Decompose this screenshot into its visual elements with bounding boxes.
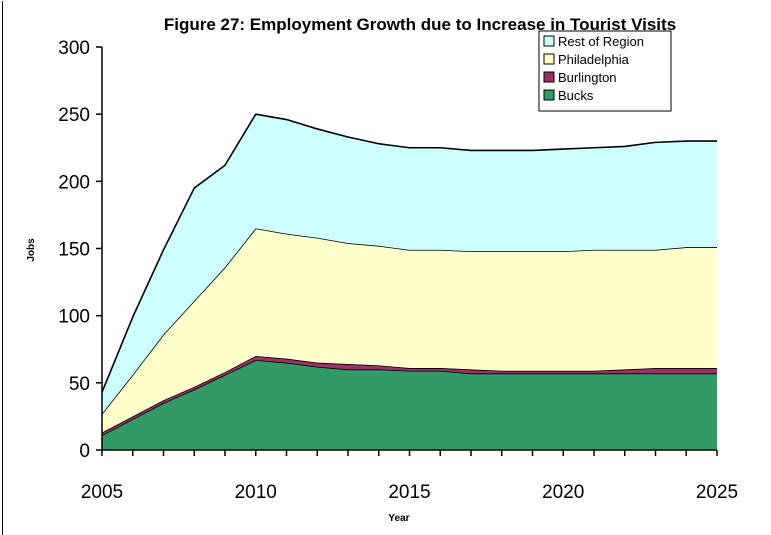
y-tick-label: 100 — [58, 307, 90, 328]
legend-label: Rest of Region — [558, 34, 644, 49]
x-ticks: 2005 2010 2015 2020 2025 — [81, 450, 738, 503]
y-tick-label: 300 — [58, 38, 90, 59]
area-layers — [101, 113, 717, 450]
legend-label: Bucks — [558, 88, 594, 103]
area-outline-rest-of-region — [101, 113, 717, 393]
legend-swatch — [543, 53, 555, 65]
x-tick-label: 2005 — [81, 482, 123, 503]
x-tick-label: 2025 — [696, 482, 738, 503]
legend-label: Burlington — [558, 70, 617, 85]
legend-box — [538, 30, 672, 112]
y-tick-label: 250 — [58, 105, 90, 126]
area-philadelphia — [102, 228, 717, 433]
legend-swatch — [543, 35, 555, 47]
y-tick-label: 50 — [69, 374, 90, 395]
legend-swatch — [543, 71, 555, 83]
legend-label: Philadelphia — [558, 52, 630, 67]
area-bucks — [102, 360, 717, 450]
chart-title: Figure 27: Employment Growth due to Incr… — [164, 15, 676, 34]
y-ticks: 0 50 100 150 200 250 300 — [58, 38, 102, 462]
x-tick-label: 2020 — [542, 482, 584, 503]
x-tick-label: 2010 — [235, 482, 277, 503]
area-rest-of-region — [102, 114, 717, 414]
y-tick-label: 200 — [58, 172, 90, 193]
x-tick-label: 2015 — [388, 482, 430, 503]
y-tick-label: 0 — [79, 441, 90, 462]
legend: Rest of Region Philadelphia Burlington Buck… — [538, 30, 672, 112]
x-axis-label: Year — [388, 513, 409, 524]
y-axis-label: Jobs — [26, 238, 37, 262]
legend-swatch — [543, 89, 555, 101]
y-tick-label: 150 — [58, 240, 90, 261]
